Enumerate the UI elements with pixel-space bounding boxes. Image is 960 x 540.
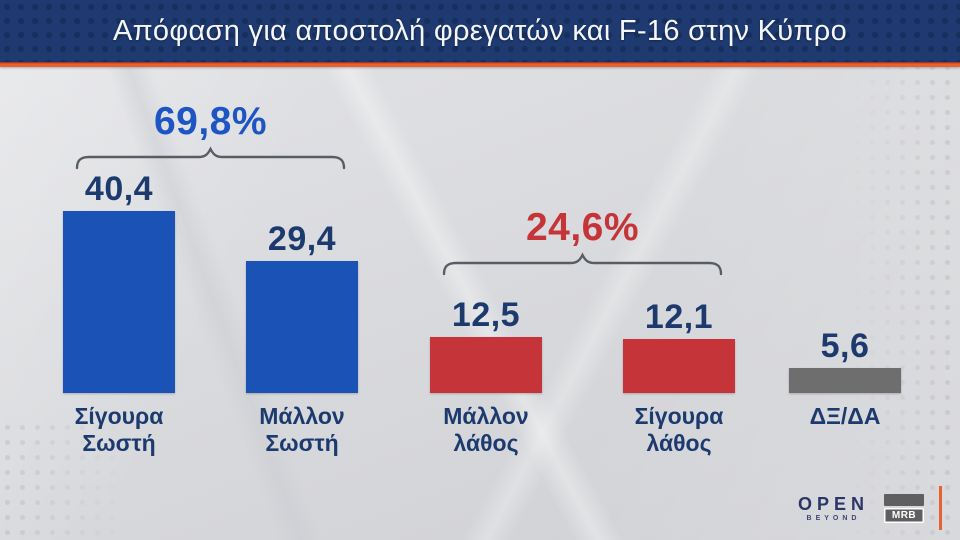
- bar-category-label: Μάλλον Σωστή: [259, 403, 345, 456]
- bar-value-label: 12,1: [644, 298, 714, 336]
- bar-value-label: 5,6: [820, 327, 870, 365]
- open-logo-text: OPEN: [797, 493, 869, 514]
- footer: OPEN BEYOND MRB: [798, 484, 942, 532]
- open-logo-tagline: BEYOND: [806, 514, 861, 522]
- orange-divider-icon: [939, 486, 942, 530]
- group-percentage: 69,8%: [153, 100, 268, 143]
- bar-1: [63, 211, 175, 393]
- bar-value-label: 12,5: [451, 296, 521, 334]
- accent-line: [0, 62, 960, 67]
- group-bracket: [75, 146, 346, 170]
- group-percentage: 24,6%: [525, 206, 640, 249]
- bar-3: [430, 337, 542, 393]
- title-bar: Απόφαση για αποστολή φρεγατών και F-16 σ…: [0, 0, 960, 62]
- mrb-logo-bar: [884, 493, 924, 506]
- page-title: Απόφαση για αποστολή φρεγατών και F-16 σ…: [112, 14, 847, 47]
- bar-4: [623, 339, 735, 393]
- bar-category-label: Σίγουρα Σωστή: [74, 403, 164, 456]
- bar-category-label: Σίγουρα λάθος: [634, 403, 724, 456]
- mrb-logo-text: MRB: [884, 507, 924, 523]
- open-logo: OPEN BEYOND: [798, 495, 869, 522]
- bar-value-label: 29,4: [267, 220, 337, 258]
- group-bracket: [442, 252, 723, 276]
- bar-5: [789, 368, 901, 393]
- bar-2: [246, 261, 358, 393]
- bar-category-label: Μάλλον λάθος: [443, 403, 529, 456]
- bar-category-label: ΔΞ/ΔΑ: [809, 403, 881, 429]
- bar-value-label: 40,4: [84, 170, 154, 208]
- mrb-logo: MRB: [884, 493, 924, 523]
